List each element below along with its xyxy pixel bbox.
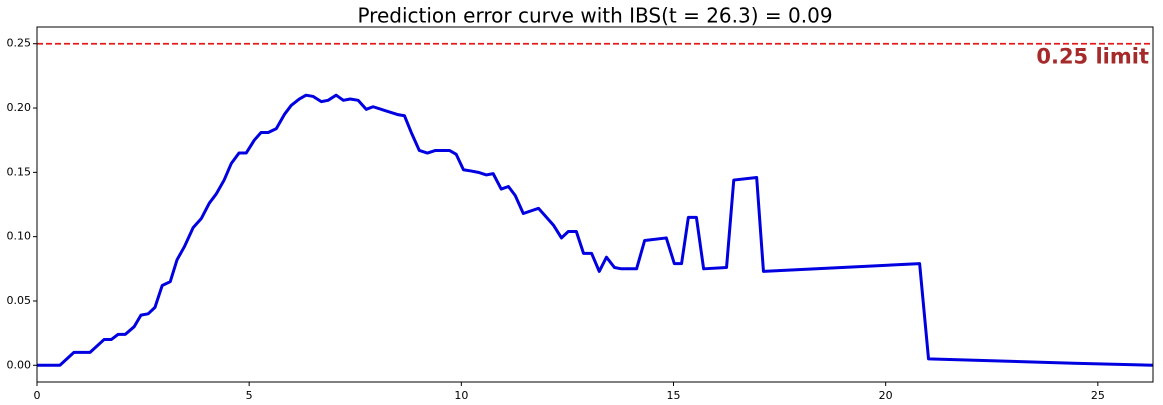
x-tick-label: 25 [1091, 389, 1105, 402]
y-tick-label: 0.10 [7, 230, 32, 243]
y-tick-label: 0.00 [7, 358, 32, 371]
x-tick-label: 20 [879, 389, 893, 402]
y-tick-label: 0.05 [7, 294, 32, 307]
y-tick-label: 0.20 [7, 101, 32, 114]
x-tick-label: 5 [246, 389, 253, 402]
x-tick-label: 10 [454, 389, 468, 402]
x-tick-label: 15 [667, 389, 681, 402]
reference-label: 0.25 limit [1036, 45, 1149, 69]
y-tick-label: 0.15 [7, 165, 32, 178]
line-series [37, 93, 1154, 367]
chart-title: Prediction error curve with IBS(t = 26.3… [357, 4, 832, 28]
plot-frame [36, 26, 1154, 383]
y-tick-label: 0.25 [7, 37, 32, 50]
x-tick-label: 0 [34, 389, 41, 402]
